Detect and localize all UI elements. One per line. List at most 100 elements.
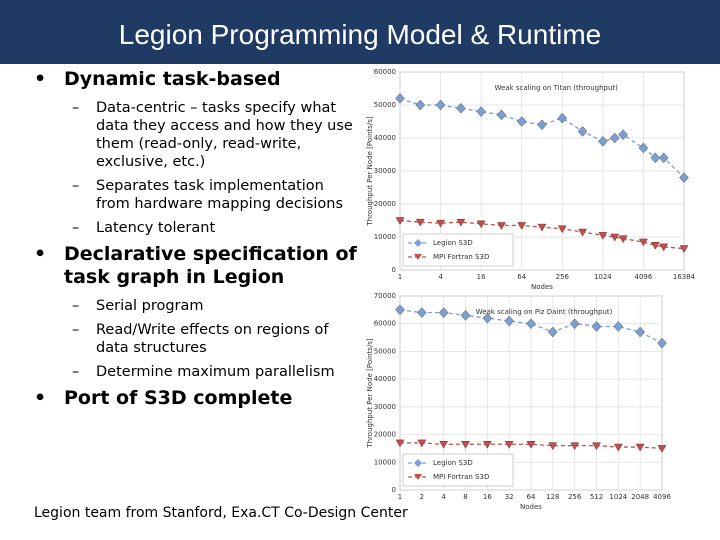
chart-title: Weak scaling on Titan (throughput) [494,84,618,92]
x-tick-label: 16 [477,273,486,281]
sub-bullet: Determine maximum parallelism [28,363,358,381]
sub-bullet: Serial program [28,297,358,315]
triangle-marker [657,445,667,453]
triangle-marker [548,442,558,451]
bullet: Dynamic task-based [28,68,358,91]
slide-title: Legion Programming Model & Runtime [118,19,602,50]
x-tick-label: 512 [590,493,603,501]
diamond-marker [658,152,669,164]
triangle-marker [570,442,580,451]
triangle-marker [417,439,427,448]
y-tick-label: 0 [392,266,396,274]
diamond-marker [435,99,446,111]
triangle-marker [517,222,527,230]
diamond-marker [526,318,536,330]
triangle-marker [526,441,536,449]
legend-marker [414,254,422,260]
diamond-marker [537,119,547,131]
y-tick-label: 70000 [374,292,396,300]
triangle-marker [436,219,446,228]
x-tick-label: 1 [398,493,402,501]
triangle-marker [439,441,449,449]
triangle-marker [578,228,588,237]
chart-title: Weak scaling on Piz Daint (throughput) [476,308,613,316]
triangle-marker [504,441,514,449]
diamond-marker [569,318,580,330]
y-axis-label: Throughput Per Node [Points/s] [366,116,374,227]
legend-marker [414,459,422,467]
x-tick-label: 16 [483,493,492,501]
y-tick-label: 20000 [374,431,396,439]
triangle-marker [659,243,669,252]
triangle-marker [592,442,601,451]
footer: Legion team from Stanford, Exa.CT Co-Des… [34,505,408,521]
triangle-marker [635,443,645,452]
diamond-marker [496,109,507,121]
y-tick-label: 50000 [374,101,396,109]
diamond-marker [482,312,493,324]
triangle-marker [557,225,567,234]
sub-bullet: Data-centric – tasks specify what data t… [28,99,358,171]
diamond-marker [547,326,558,338]
diamond-marker [395,93,405,104]
diamond-marker [438,307,449,319]
diamond-marker [557,112,568,124]
sub-bullet: Read/Write effects on regions of data st… [28,321,358,357]
diamond-marker [395,304,405,316]
bullet: Declarative specification of task graph … [28,243,358,289]
diamond-marker [613,321,624,332]
sub-bullet: Latency tolerant [28,219,358,237]
bullet-list: Dynamic task-based Data-centric – tasks s… [28,66,358,418]
triangle-marker [613,443,623,452]
sub-bullet: Separates task implementation from hardw… [28,177,358,213]
triangle-marker [638,238,648,247]
y-tick-label: 30000 [374,167,396,175]
diamond-marker [598,135,608,147]
diamond-marker [416,307,427,319]
y-tick-label: 10000 [374,233,396,241]
triangle-marker [618,235,628,244]
triangle-marker [482,441,492,449]
x-axis-label: Nodes [520,503,542,511]
legend-label: MPI Fortran S3D [433,253,489,261]
x-tick-label: 4096 [635,273,653,281]
diamond-marker [650,152,661,164]
triangle-marker [610,233,620,242]
x-tick-label: 2 [420,493,424,501]
x-tick-label: 1024 [609,493,627,501]
y-tick-label: 10000 [374,458,396,466]
triangle-marker [598,232,608,240]
diamond-marker [609,132,620,144]
triangle-marker [395,439,405,448]
y-axis-label: Throughput Per Node [Points/s] [366,338,374,449]
x-tick-label: 256 [556,273,570,281]
diamond-marker [591,321,602,332]
legend-box [402,453,514,487]
y-tick-label: 60000 [374,68,396,76]
x-tick-label: 16384 [673,273,696,281]
x-axis-label: Nodes [531,283,553,291]
diamond-marker [516,116,527,127]
diamond-marker [638,142,649,154]
y-tick-label: 50000 [374,347,396,355]
legend-marker [414,239,422,247]
legend-label: Legion S3D [433,459,473,467]
diamond-marker [618,129,628,141]
diamond-marker [657,337,667,349]
x-tick-label: 64 [517,273,526,281]
title-bar: Legion Programming Model & Runtime [0,0,720,64]
y-tick-label: 60000 [374,320,396,328]
x-tick-label: 32 [505,493,514,501]
y-tick-label: 0 [392,486,396,494]
diamond-marker [415,99,426,111]
diamond-marker [635,326,646,338]
legend-label: Legion S3D [433,239,473,247]
triangle-marker [650,242,660,250]
y-tick-label: 40000 [374,375,396,383]
x-tick-label: 4 [441,493,446,501]
x-tick-label: 4096 [653,493,671,501]
legend-box [402,233,514,267]
triangle-marker [496,222,506,230]
